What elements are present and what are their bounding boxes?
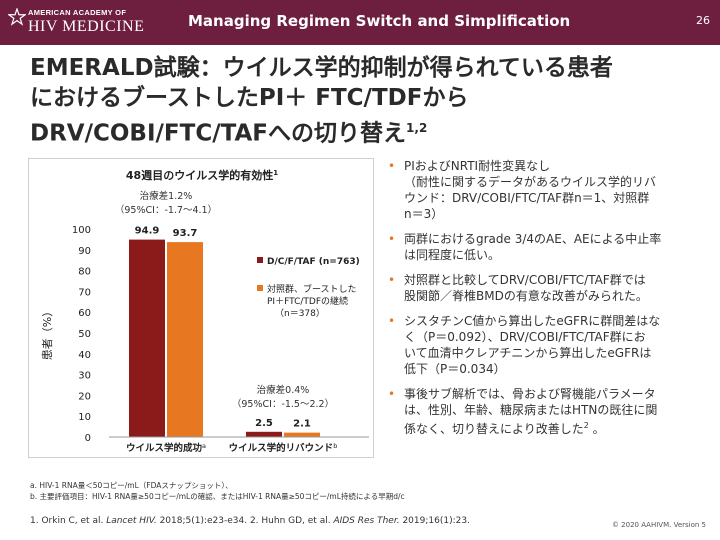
references: 1. Orkin C, et al. Lancet HIV. 2018;5(1)… xyxy=(30,516,470,526)
bar-d-c-f-taf-1 xyxy=(246,431,282,437)
bullet-line-text: 係なく、切り替えにより改善した xyxy=(404,422,584,436)
y-tick-label: 90 xyxy=(78,246,91,257)
legend: D/C/F/TAF (n=763) 対照群、ブーストした PI＋FTC/TDFの… xyxy=(257,257,360,319)
bullet-line: いて血清中クレアチニンから算出したeGFRは xyxy=(404,346,652,360)
y-tick-label: 40 xyxy=(78,350,91,361)
logo-line2: HIV MEDICINE xyxy=(28,18,145,35)
bullet-item: • 両群におけるgrade 3/4のAE、AEによる中止率 は同程度に低い。 xyxy=(382,231,712,263)
x-category-text: ウイルス学的リバウンド xyxy=(229,442,334,454)
bullet-list: • PIおよびNRTI耐性変異なし （耐性に関するデータがあるウイルス学的リバ ウンド… xyxy=(382,158,712,446)
bullet-line: 股関節／脊椎BMDの有意な改善がみられた。 xyxy=(404,289,648,303)
bullet-dot: • xyxy=(388,232,396,246)
slide-title-superscript: 1,2 xyxy=(406,121,428,135)
reference-journal1: Lancet HIV. xyxy=(106,516,157,526)
reference-part3: 2019;16(1):23. xyxy=(399,516,470,526)
legend-label-control-2: PI＋FTC/TDFの継続 xyxy=(267,295,348,307)
footnotes: a. HIV-1 RNA量＜50コピー/mL（FDAスナップショット）、 b. … xyxy=(30,480,405,502)
bar-control-1 xyxy=(284,432,320,437)
slide-title-line3-text: DRV/COBI/FTC/TAFへの切り替え xyxy=(30,120,407,147)
value-labels-group: 94.9 93.7 2.5 2.1 xyxy=(135,226,311,430)
bars-group xyxy=(109,239,369,438)
legend-label-control-1: 対照群、ブーストした xyxy=(267,283,357,295)
bar-control-0 xyxy=(167,242,203,437)
y-tick-label: 70 xyxy=(78,287,91,298)
y-tick-label: 0 xyxy=(85,433,91,444)
bullet-dot: • xyxy=(388,314,396,328)
y-axis-ticks: 0 10 20 30 40 50 60 70 80 90 100 xyxy=(72,225,91,444)
y-axis-label: 患者（%） xyxy=(41,306,54,360)
annotations-group: 治療差1.2% （95%CI：-1.7〜4.1） 治療差0.4% （95%CI：-1.… xyxy=(115,190,334,410)
logo-line1: AMERICAN ACADEMY OF xyxy=(28,8,127,17)
y-tick-label: 50 xyxy=(78,329,91,340)
slide-title: EMERALD試験：ウイルス学的抑制が得られている患者 におけるブーストしたPI… xyxy=(30,53,710,149)
x-axis-labels: ウイルス学的成功a ウイルス学的リバウンドb xyxy=(126,442,337,454)
star-icon xyxy=(8,8,26,26)
bullet-dot: • xyxy=(388,387,396,401)
bullet-line: ウンド：DRV/COBI/FTC/TAF群n＝1、対照群 xyxy=(404,191,650,205)
bullet-line: PIおよびNRTI耐性変異なし xyxy=(404,159,551,173)
aahivm-logo[interactable]: AMERICAN ACADEMY OF HIV MEDICINE xyxy=(8,6,158,40)
y-tick-label: 30 xyxy=(78,371,91,382)
bullet-line: 両群におけるgrade 3/4のAE、AEによる中止率 xyxy=(404,232,662,246)
bullet-item: • 対照群と比較してDRV/COBI/FTC/TAF群では 股関節／脊椎BMDの有意… xyxy=(382,272,712,304)
bar-chart: 48週目のウイルス学的有効性1 患者（%） 0 10 20 30 40 50 60 70 80 9… xyxy=(41,168,369,454)
bullet-line: 係なく、切り替えにより改善した2 。 xyxy=(404,418,712,437)
legend-swatch-control xyxy=(257,285,263,291)
bullet-line: 対照群と比較してDRV/COBI/FTC/TAF群では xyxy=(404,273,646,287)
bullet-line: 低下（P＝0.034） xyxy=(404,362,506,376)
footnote-b: b. 主要評価項目：HIV-1 RNA量≥50コピー/mLの確認、またはHIV-… xyxy=(30,492,405,501)
slide-title-line2: におけるブーストしたPI＋ FTC/TDFから xyxy=(30,85,469,111)
bullet-tail: 。 xyxy=(588,422,605,436)
bullet-line: く（P＝0.092）、DRV/COBI/FTC/TAF群にお xyxy=(404,330,646,344)
reference-part1: 1. Orkin C, et al. xyxy=(30,516,107,526)
chart-title: 48週目のウイルス学的有効性1 xyxy=(126,168,278,182)
bullet-dot: • xyxy=(388,273,396,287)
bullet-line: は同程度に低い。 xyxy=(404,248,501,262)
slide-title-line3: DRV/COBI/FTC/TAFへの切り替え1,2 xyxy=(30,113,710,149)
bullet-line: シスタチンC値から算出したeGFRに群間差はな xyxy=(404,314,661,328)
chart-title-superscript: 1 xyxy=(273,169,278,177)
legend-swatch-d-c-f-taf xyxy=(257,257,263,263)
slide-title-line1: EMERALD試験：ウイルス学的抑制が得られている患者 xyxy=(30,55,613,81)
chart-panel: 48週目のウイルス学的有効性1 患者（%） 0 10 20 30 40 50 60 70 80 9… xyxy=(28,158,374,458)
x-category-label: ウイルス学的成功a xyxy=(126,442,206,454)
bullet-line: （耐性に関するデータがあるウイルス学的リバ xyxy=(404,175,657,189)
y-tick-label: 10 xyxy=(78,412,91,423)
bullet-line: は、性別、年齢、糖尿病またはHTNの既往に関 xyxy=(404,403,658,417)
copyright: © 2020 AAHIVM. Version 5 xyxy=(611,521,706,529)
page-number: 26 xyxy=(696,14,710,27)
legend-label-control-3: （n＝378） xyxy=(275,308,325,319)
header-title: Managing Regimen Switch and Simplificati… xyxy=(188,12,571,30)
chart-title-text: 48週目のウイルス学的有効性 xyxy=(126,168,273,182)
bullet-item: • PIおよびNRTI耐性変異なし （耐性に関するデータがあるウイルス学的リバ ウンド… xyxy=(382,158,712,222)
reference-journal2: AIDS Res Ther. xyxy=(333,516,400,526)
footnote-a: a. HIV-1 RNA量＜50コピー/mL（FDAスナップショット）、 xyxy=(30,481,233,490)
bar-value-label: 2.1 xyxy=(293,419,311,430)
bullet-superscript: 2 xyxy=(583,421,589,430)
bar-d-c-f-taf-0 xyxy=(129,239,165,437)
bar-value-label: 2.5 xyxy=(255,418,273,429)
bullet-dot: • xyxy=(388,159,396,173)
bar-value-label: 93.7 xyxy=(173,228,198,239)
confidence-interval: （95%CI：-1.7〜4.1） xyxy=(115,204,217,216)
bullet-line: n＝3） xyxy=(404,207,444,221)
x-category-label: ウイルス学的リバウンドb xyxy=(229,442,338,454)
reference-part2: 2018;5(1):e23-e34. 2. Huhn GD, et al. xyxy=(156,516,334,526)
bullet-line: 事後サブ解析では、骨および腎機能パラメータ xyxy=(404,387,656,401)
y-tick-label: 80 xyxy=(78,267,91,278)
y-tick-label: 100 xyxy=(72,225,91,236)
treatment-difference: 治療差0.4% xyxy=(257,384,310,396)
bar-value-label: 94.9 xyxy=(135,226,160,237)
x-category-superscript: a xyxy=(202,442,206,450)
y-tick-label: 20 xyxy=(78,391,91,402)
treatment-difference: 治療差1.2% xyxy=(140,190,193,202)
bullet-item: • シスタチンC値から算出したeGFRに群間差はな く（P＝0.092）、DRV/C… xyxy=(382,313,712,377)
x-category-superscript: b xyxy=(333,442,337,450)
header-bar: AMERICAN ACADEMY OF HIV MEDICINE Managin… xyxy=(0,0,720,45)
confidence-interval: （95%CI：-1.5〜2.2） xyxy=(232,398,334,410)
y-tick-label: 60 xyxy=(78,308,91,319)
legend-label-d-c-f-taf: D/C/F/TAF (n=763) xyxy=(267,257,360,267)
bullet-item: • 事後サブ解析では、骨および腎機能パラメータ は、性別、年齢、糖尿病またはHTNの… xyxy=(382,386,712,437)
x-category-text: ウイルス学的成功 xyxy=(126,442,203,454)
